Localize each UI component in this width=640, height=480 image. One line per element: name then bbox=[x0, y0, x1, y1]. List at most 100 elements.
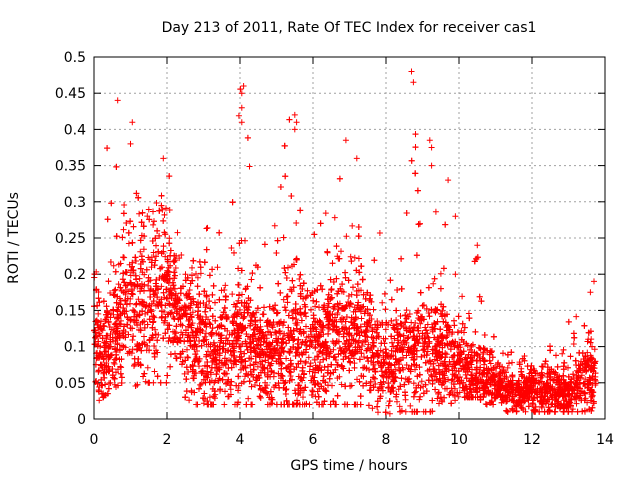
data-point bbox=[105, 319, 112, 326]
data-point bbox=[266, 362, 273, 369]
data-point bbox=[159, 206, 166, 213]
data-point bbox=[417, 393, 424, 400]
data-point bbox=[150, 249, 157, 256]
data-point bbox=[144, 213, 151, 220]
data-point bbox=[222, 282, 229, 289]
data-point bbox=[137, 248, 144, 255]
data-point bbox=[229, 291, 236, 298]
data-point bbox=[249, 270, 256, 277]
y-tick-label: 0 bbox=[77, 412, 86, 428]
data-point bbox=[201, 333, 208, 340]
data-point bbox=[394, 398, 400, 405]
data-point bbox=[110, 359, 117, 366]
data-point bbox=[403, 307, 410, 314]
data-point bbox=[408, 319, 415, 326]
data-point bbox=[403, 362, 410, 368]
data-point bbox=[212, 299, 218, 306]
data-point bbox=[271, 222, 278, 229]
data-point bbox=[283, 355, 290, 362]
data-point bbox=[137, 237, 144, 244]
data-point bbox=[336, 373, 343, 380]
data-point bbox=[134, 322, 141, 329]
data-point bbox=[151, 314, 158, 321]
data-point bbox=[305, 354, 312, 361]
data-point bbox=[166, 235, 173, 242]
data-point bbox=[196, 363, 202, 370]
data-point bbox=[307, 360, 314, 367]
data-point bbox=[588, 336, 595, 343]
data-point bbox=[235, 373, 242, 380]
data-point bbox=[247, 368, 254, 375]
data-point bbox=[174, 229, 181, 236]
data-point bbox=[355, 255, 362, 262]
data-point bbox=[379, 299, 386, 306]
data-point bbox=[280, 322, 286, 329]
data-point bbox=[110, 262, 117, 269]
data-point bbox=[136, 210, 143, 217]
data-point bbox=[448, 377, 455, 384]
data-point bbox=[107, 290, 114, 296]
x-tick-label: 14 bbox=[596, 432, 614, 448]
data-point bbox=[351, 254, 358, 261]
data-point bbox=[315, 353, 322, 360]
data-point bbox=[430, 280, 437, 287]
data-point bbox=[348, 291, 355, 298]
data-point bbox=[135, 296, 142, 303]
x-tick-label: 12 bbox=[523, 432, 541, 448]
data-point bbox=[369, 349, 376, 356]
data-point bbox=[142, 378, 149, 385]
data-point bbox=[452, 271, 459, 278]
data-point bbox=[325, 330, 332, 337]
data-point bbox=[186, 397, 193, 404]
data-point bbox=[424, 348, 431, 355]
data-point bbox=[396, 367, 403, 374]
x-tick-label: 10 bbox=[450, 432, 468, 448]
x-tick-label: 0 bbox=[90, 432, 99, 448]
data-point bbox=[118, 364, 125, 371]
data-point bbox=[260, 311, 267, 318]
data-point bbox=[181, 370, 188, 377]
data-point bbox=[115, 281, 122, 288]
data-point bbox=[455, 393, 462, 400]
data-point bbox=[432, 208, 439, 215]
data-point bbox=[527, 366, 534, 373]
data-point bbox=[338, 248, 344, 255]
data-point bbox=[509, 359, 515, 366]
data-point bbox=[216, 229, 223, 236]
data-point bbox=[132, 301, 139, 308]
data-point bbox=[331, 214, 338, 221]
data-point bbox=[245, 395, 252, 402]
data-point bbox=[200, 400, 207, 407]
data-point bbox=[308, 331, 315, 338]
axis-ticks: 00.050.10.150.20.250.30.350.40.450.50 2 4 6… bbox=[55, 50, 614, 448]
data-point bbox=[424, 321, 431, 328]
data-point bbox=[145, 206, 152, 213]
data-point bbox=[160, 217, 167, 224]
y-tick-label: 0.3 bbox=[64, 195, 86, 211]
data-point bbox=[416, 396, 423, 403]
y-tick-label: 0.2 bbox=[64, 267, 86, 283]
data-point bbox=[181, 338, 188, 345]
data-point bbox=[257, 360, 264, 367]
data-point bbox=[385, 402, 392, 409]
data-point bbox=[351, 364, 358, 371]
data-point bbox=[402, 408, 409, 415]
data-point bbox=[282, 379, 289, 386]
data-point bbox=[372, 381, 379, 387]
data-point bbox=[303, 334, 310, 341]
x-tick-label: 6 bbox=[309, 432, 318, 448]
data-point bbox=[235, 112, 242, 119]
data-point bbox=[559, 350, 566, 357]
data-point bbox=[573, 400, 580, 407]
data-point bbox=[214, 264, 221, 271]
data-point bbox=[185, 354, 192, 361]
data-point bbox=[338, 381, 345, 388]
y-tick-label: 0.45 bbox=[55, 86, 86, 102]
data-point bbox=[350, 355, 357, 362]
data-point bbox=[158, 283, 165, 290]
data-point bbox=[487, 360, 494, 367]
data-point bbox=[437, 270, 444, 277]
data-point bbox=[418, 378, 425, 385]
data-point bbox=[407, 402, 414, 409]
